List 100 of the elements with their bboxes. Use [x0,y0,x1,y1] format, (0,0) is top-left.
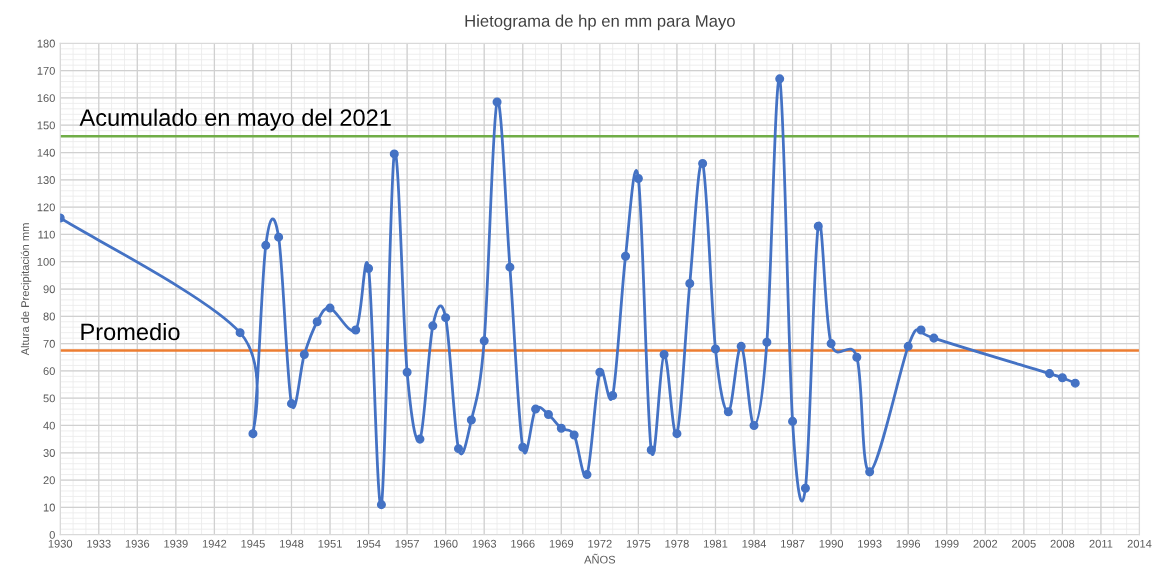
x-tick-label: 2002 [973,539,998,548]
x-tick-label: 1984 [742,539,767,548]
x-tick-label: 2008 [1050,539,1075,548]
point [286,399,296,409]
point [813,221,823,231]
y-tick-label: 20 [43,476,55,485]
y-tick-label: 130 [37,176,55,184]
y-tick-label: 10 [43,503,55,512]
x-tick-label: 1933 [87,539,111,548]
point [775,74,785,84]
point [646,445,656,455]
point [1070,378,1080,388]
x-tick-label: 1963 [472,539,497,548]
y-tick-label: 60 [43,367,55,376]
y-tick-label: 70 [43,339,55,348]
point [235,328,245,338]
chart-title: Hietograma de hp en mm para Mayo [465,14,735,31]
point [274,232,284,242]
x-tick-label: 1987 [781,539,805,548]
point [248,429,258,439]
x-tick-label: 1957 [395,539,419,548]
x-tick-label: 1990 [819,539,844,548]
x-tick-label: 1942 [202,539,227,548]
point [903,341,913,351]
x-tick-label: 1954 [357,539,381,548]
point [595,367,605,377]
point [1057,373,1067,383]
point [608,390,618,400]
point [852,352,862,362]
point [543,410,553,420]
x-tick-label: 1981 [703,539,728,548]
point [376,500,386,510]
point [402,367,412,377]
y-tick-label: 40 [43,421,55,430]
point [865,467,875,477]
x-tick-label: 1945 [241,539,265,548]
point [441,313,451,323]
y-tick-label: 180 [37,39,55,48]
point [299,349,309,360]
point [531,404,541,414]
y-tick-label: 90 [43,285,55,294]
point [492,97,502,107]
y-tick-label: 0 [49,530,55,539]
x-axis-title: AÑOS [584,553,616,564]
ref-line-label: Promedio [81,322,180,341]
point [428,321,438,331]
x-tick-label: 1951 [318,539,342,548]
ref-line-label: Acumulado en mayo del 2021 [79,108,391,131]
x-tick-label: 1996 [896,539,921,548]
y-tick-label: 140 [37,148,55,157]
y-tick-label: 110 [38,230,55,239]
y-tick-label: 50 [43,394,55,403]
point [415,434,425,444]
point [788,416,798,426]
point [261,240,271,250]
point [1045,369,1055,379]
point [826,339,836,349]
point [736,341,746,351]
point [453,444,464,454]
point [582,470,592,480]
point [518,442,528,452]
y-tick-label: 30 [43,449,55,457]
x-tick-label: 1930 [48,539,73,548]
point [466,415,476,425]
x-tick-label: 1966 [511,539,535,548]
y-tick-label: 150 [37,121,55,130]
point [723,407,733,417]
x-tick-label: 1948 [279,539,304,548]
x-tick-label: 2005 [1012,539,1036,548]
y-tick-label: 100 [37,257,55,266]
point [312,317,322,327]
x-tick-label: 1960 [434,539,458,548]
y-tick-label: 80 [43,312,55,321]
point [351,325,361,335]
x-tick-label: 1978 [665,539,689,548]
point [569,430,579,440]
point [325,303,335,313]
point [698,158,708,168]
point [762,337,772,347]
x-tick-label: 1939 [164,539,188,548]
x-tick-label: 1936 [125,539,150,548]
point [633,173,643,183]
x-tick-label: 2011 [1089,539,1113,548]
point [479,336,489,346]
point [916,325,926,335]
point [621,251,631,261]
y-axis-title: Altura de Precipitación mm [20,223,32,356]
point [685,279,695,289]
x-tick-label: 2014 [1127,539,1152,548]
point [672,429,682,439]
point [749,420,759,430]
x-tick-label: 1993 [858,539,882,548]
point [929,333,939,343]
point [389,149,399,159]
x-tick-label: 1975 [626,539,651,548]
x-tick-label: 1969 [549,539,574,548]
point [800,483,810,493]
x-tick-label: 1999 [935,539,959,548]
point [659,349,669,360]
y-tick-label: 160 [37,94,55,103]
